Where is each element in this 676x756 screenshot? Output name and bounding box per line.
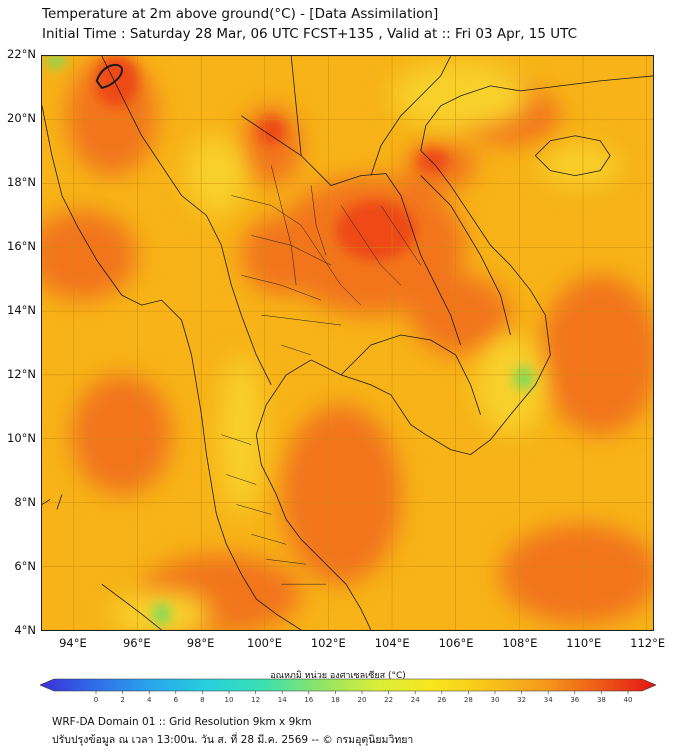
colorbar-gradient [40, 678, 656, 692]
map-gridlines [42, 56, 653, 630]
colorbar-tick-label: 38 [597, 696, 606, 704]
latitude-label: 8°N [14, 495, 36, 509]
longitude-label: 112°E [630, 636, 666, 650]
map-title-line2: Initial Time : Saturday 28 Mar, 06 UTC F… [42, 26, 578, 42]
colorbar-tick-label: 30 [491, 696, 500, 704]
longitude-label: 108°E [502, 636, 538, 650]
temperature-cool-areas [111, 60, 621, 630]
colorbar-tick-label: 36 [570, 696, 579, 704]
colorbar-tick-label: 22 [384, 696, 393, 704]
temperature-mild-spots [45, 56, 534, 626]
colorbar-tick-label: 18 [331, 696, 340, 704]
longitude-label: 96°E [122, 636, 151, 650]
footer-model-info: WRF-DA Domain 01 :: Grid Resolution 9km … [52, 716, 312, 728]
longitude-label: 98°E [186, 636, 215, 650]
longitude-label: 110°E [566, 636, 602, 650]
colorbar-tick-label: 34 [544, 696, 553, 704]
colorbar-tick-label: 2 [120, 696, 124, 704]
latitude-label: 12°N [7, 367, 36, 381]
longitude-label: 100°E [247, 636, 282, 650]
temperature-contour [95, 63, 123, 89]
longitude-label: 94°E [59, 636, 87, 650]
colorbar-tick-label: 20 [358, 696, 367, 704]
latitude-label: 4°N [14, 623, 36, 637]
country-borders [42, 56, 653, 630]
colorbar-tick-label: 6 [174, 696, 179, 704]
colorbar-ticks: 0 2 4 6 8 10 12 14 16 18 20 22 24 26 28 30 32 34 36 38 40 [94, 691, 633, 704]
footer-update-info: ปรับปรุงข้อมูล ณ เวลา 13:00น. วัน ส. ที่… [52, 734, 414, 746]
colorbar-tick-label: 8 [200, 696, 204, 704]
latitude-label: 10°N [7, 431, 36, 445]
colorbar-tick-label: 4 [147, 696, 152, 704]
latitude-label: 22°N [7, 47, 36, 61]
colorbar-tick-label: 10 [225, 696, 234, 704]
colorbar-label: อุณหภูมิ หน่วย องศาเซลเซียส (°C) [270, 671, 406, 681]
temperature-hot-areas [94, 56, 449, 261]
colorbar: 0 2 4 6 8 10 12 14 16 18 20 22 24 26 28 30 32 34 36 38 40 [40, 678, 656, 704]
colorbar-tick-label: 28 [464, 696, 473, 704]
latitude-label: 18°N [7, 175, 36, 189]
latitude-label: 20°N [7, 111, 36, 125]
colorbar-tick-label: 16 [304, 696, 313, 704]
latitude-label: 14°N [7, 303, 36, 317]
longitude-label: 106°E [438, 636, 474, 650]
colorbar-tick-label: 26 [437, 696, 446, 704]
map-title-line1: Temperature at 2m above ground(°C) - [Da… [42, 6, 439, 22]
colorbar-tick-label: 0 [94, 696, 98, 704]
longitude-label: 102°E [310, 636, 346, 650]
colorbar-tick-label: 40 [624, 696, 633, 704]
colorbar-tick-label: 32 [517, 696, 526, 704]
colorbar-tick-label: 12 [251, 696, 260, 704]
map-canvas [42, 56, 653, 630]
latitude-label: 6°N [14, 559, 36, 573]
colorbar-tick-label: 24 [411, 696, 420, 704]
colorbar-tick-label: 14 [278, 696, 287, 704]
latitude-label: 16°N [7, 239, 36, 253]
longitude-label: 104°E [374, 636, 410, 650]
temperature-map [41, 55, 654, 631]
